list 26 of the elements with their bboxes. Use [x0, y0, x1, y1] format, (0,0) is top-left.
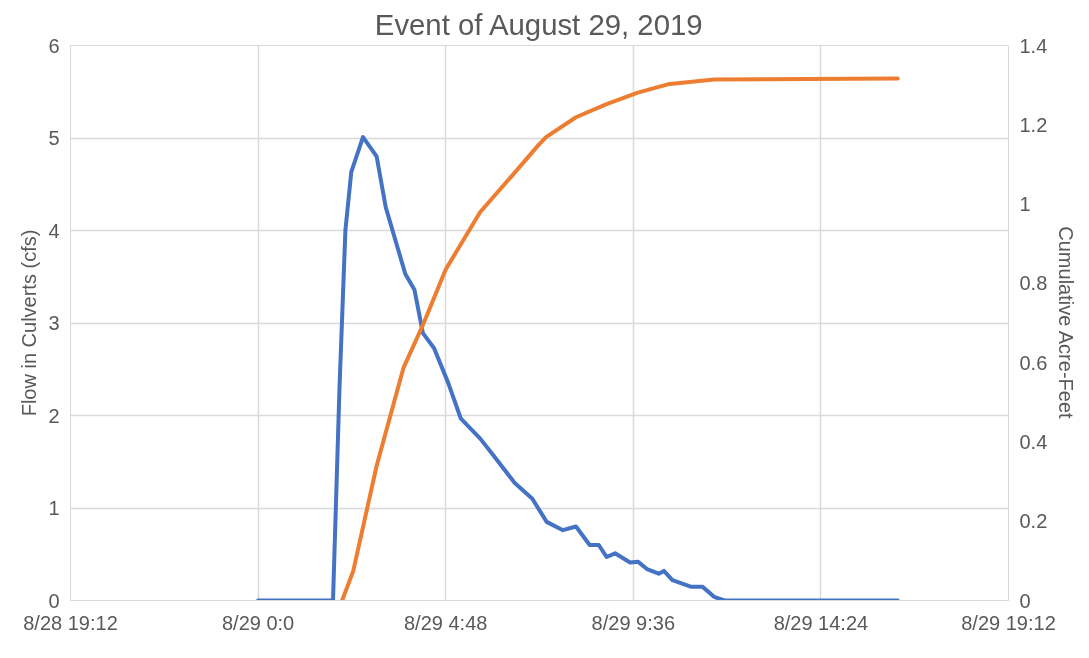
- y2-tick-label: 0.4: [1019, 430, 1048, 453]
- line-series: [340, 76, 900, 601]
- y2-tick-label: 0: [1019, 589, 1031, 612]
- x-tick-label: 8/29 0:0: [221, 611, 295, 634]
- y2-tick-label: 0.6: [1019, 351, 1048, 374]
- y2-tick-label: 0.2: [1019, 510, 1048, 533]
- y-tick-label: 3: [48, 312, 60, 334]
- line-series: [256, 135, 900, 601]
- x-tick-label: 8/28 19:12: [23, 611, 118, 634]
- x-tick-label: 8/29 14:24: [773, 611, 869, 634]
- y-tick-label: 0: [48, 589, 60, 612]
- y2-tick-label: 1.4: [1019, 34, 1048, 57]
- y-axis-title: Flow in Culverts (cfs): [18, 229, 41, 417]
- y-tick-label: 1: [48, 497, 60, 519]
- y-tick-label: 5: [48, 127, 60, 149]
- x-tick-label: 8/29 4:48: [404, 611, 488, 634]
- y-tick-label: 6: [48, 34, 60, 57]
- y2-tick-label: 1.2: [1019, 113, 1048, 136]
- y-tick-label: 4: [48, 219, 60, 242]
- y2-tick-label: 1: [1019, 193, 1031, 216]
- y-tick-label: 2: [48, 404, 60, 427]
- chart-title: Event of August 29, 2019: [374, 7, 703, 41]
- y2-axis-title: Cumulative Acre-Feet: [1055, 226, 1078, 420]
- y2-tick-label: 0.8: [1019, 272, 1048, 295]
- x-tick-label: 8/29 9:36: [591, 611, 676, 634]
- x-tick-label: 8/29 19:12: [961, 611, 1056, 634]
